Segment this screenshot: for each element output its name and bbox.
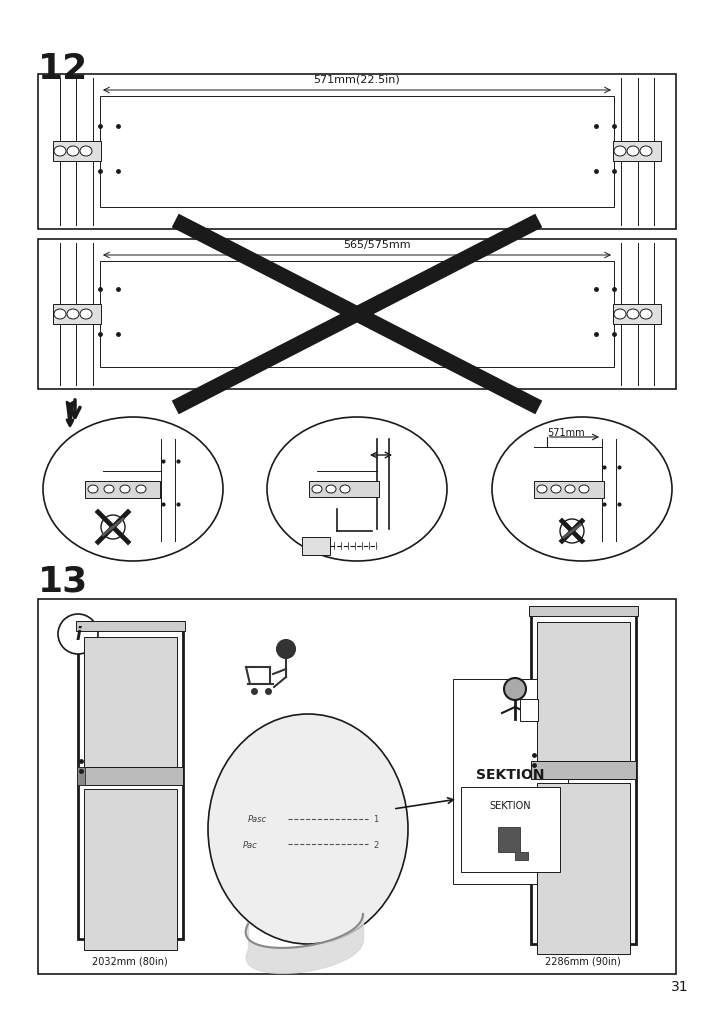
Bar <box>84 790 177 950</box>
Bar <box>537 623 630 761</box>
Ellipse shape <box>67 309 79 319</box>
Ellipse shape <box>43 418 223 561</box>
Bar <box>453 679 568 885</box>
Bar <box>78 630 183 939</box>
Bar <box>78 767 183 786</box>
Text: 571mm: 571mm <box>547 428 585 438</box>
Text: 571mm(22.5in): 571mm(22.5in) <box>313 75 401 85</box>
Polygon shape <box>498 827 528 860</box>
Bar <box>534 481 604 498</box>
Text: 31: 31 <box>671 979 689 993</box>
Bar <box>302 538 330 555</box>
Bar <box>537 783 630 954</box>
Ellipse shape <box>104 485 114 493</box>
Bar <box>613 142 661 162</box>
Text: 2032mm (80in): 2032mm (80in) <box>92 956 168 967</box>
Ellipse shape <box>312 485 322 493</box>
Ellipse shape <box>80 309 92 319</box>
Ellipse shape <box>340 485 350 493</box>
Circle shape <box>560 520 584 544</box>
Text: 13: 13 <box>38 564 89 599</box>
Bar <box>531 615 636 944</box>
Text: 1: 1 <box>373 815 378 824</box>
Ellipse shape <box>88 485 98 493</box>
Ellipse shape <box>627 309 639 319</box>
Ellipse shape <box>267 418 447 561</box>
Bar <box>520 700 538 721</box>
Bar <box>100 262 614 368</box>
Text: 2: 2 <box>373 840 378 848</box>
Ellipse shape <box>492 418 672 561</box>
Text: SEKTION: SEKTION <box>489 801 531 810</box>
Ellipse shape <box>565 485 575 493</box>
Text: SEKTION: SEKTION <box>476 767 544 782</box>
Bar <box>53 304 101 325</box>
Bar <box>309 481 379 497</box>
Text: Pac: Pac <box>243 840 258 848</box>
Text: Pasc: Pasc <box>248 815 267 824</box>
Ellipse shape <box>326 485 336 493</box>
Bar <box>461 788 560 872</box>
Ellipse shape <box>640 309 652 319</box>
Circle shape <box>504 678 526 701</box>
Ellipse shape <box>208 715 408 944</box>
Ellipse shape <box>537 485 547 493</box>
Ellipse shape <box>627 147 639 157</box>
Circle shape <box>58 615 98 654</box>
Ellipse shape <box>614 147 626 157</box>
Text: 565/575mm: 565/575mm <box>343 240 411 250</box>
Text: 2286mm (90in): 2286mm (90in) <box>545 956 621 967</box>
Bar <box>176 767 184 786</box>
Bar <box>613 304 661 325</box>
Ellipse shape <box>54 147 66 157</box>
Ellipse shape <box>579 485 589 493</box>
Bar <box>38 240 676 389</box>
Ellipse shape <box>67 147 79 157</box>
Ellipse shape <box>640 147 652 157</box>
Ellipse shape <box>54 309 66 319</box>
Bar <box>53 142 101 162</box>
Bar <box>38 75 676 229</box>
Ellipse shape <box>80 147 92 157</box>
Bar <box>529 607 638 617</box>
Bar <box>84 637 177 767</box>
Circle shape <box>277 640 295 658</box>
Bar <box>38 600 676 974</box>
Ellipse shape <box>551 485 561 493</box>
Text: 12: 12 <box>38 52 89 86</box>
Ellipse shape <box>614 309 626 319</box>
Circle shape <box>101 516 125 540</box>
Bar <box>77 767 85 786</box>
Bar <box>85 481 160 498</box>
Ellipse shape <box>120 485 130 493</box>
Bar <box>531 761 636 778</box>
Text: i: i <box>75 626 81 643</box>
Bar <box>76 622 185 632</box>
Ellipse shape <box>136 485 146 493</box>
Bar <box>100 97 614 208</box>
